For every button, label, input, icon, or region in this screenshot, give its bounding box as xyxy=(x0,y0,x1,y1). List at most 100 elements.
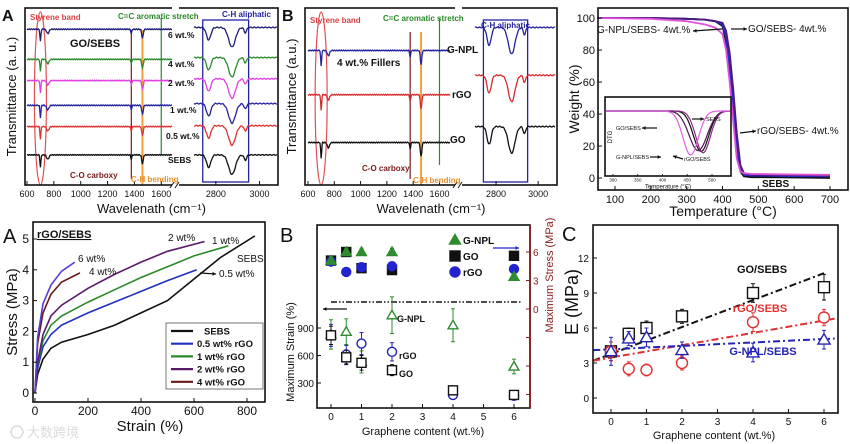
y-axis-label: Stress (MPa) xyxy=(4,268,21,356)
stress-curve-4wt xyxy=(34,272,81,394)
modulus-marker-gnpl xyxy=(603,343,619,357)
x-tick-label: 6 xyxy=(821,417,827,428)
axis-break-gap-top xyxy=(455,6,462,10)
y-tick-label: 1 xyxy=(22,355,29,369)
inset-gnpl-arrow-head xyxy=(657,155,661,159)
plot-frame xyxy=(24,7,279,186)
x-tick-label: 1 xyxy=(644,417,650,428)
curve-label-sebs: SEBS xyxy=(237,254,264,265)
panel-title: 4 wt.% Fillers xyxy=(337,58,401,69)
series-label-go: GO xyxy=(450,135,466,146)
x-tick-label: 1200 xyxy=(377,189,397,199)
strain-marker-gnpl xyxy=(446,318,460,330)
y-tick-label: 3 xyxy=(22,294,29,308)
x-tick-label: 4 xyxy=(450,412,456,423)
stress-curve-1wt xyxy=(34,245,229,394)
spectrum-2wt xyxy=(26,79,173,94)
spectrum-go xyxy=(474,125,556,155)
watermark-text: 大数跨境 xyxy=(27,425,79,440)
x-tick-label: 2800 xyxy=(486,189,506,199)
x-axis-label: Wavelenath (cm⁻¹) xyxy=(377,201,486,216)
x-tick-label: 300 xyxy=(677,194,695,206)
cc-aromatic-label: C=C aromatic stretch xyxy=(118,12,199,21)
series-label-2wt: 2 wt.% xyxy=(168,78,195,88)
modulus-marker-rgo xyxy=(640,363,653,377)
x-tick-label: 0 xyxy=(608,417,614,428)
y-tick-label: 5 xyxy=(22,232,29,246)
rgo-sebs-label: rGO/SEBS xyxy=(733,303,787,315)
series-label-rgo: rGO xyxy=(452,90,472,101)
left-axis-arrow-head xyxy=(323,307,327,311)
ch-bending-label: C-H bending xyxy=(413,176,461,185)
stress-marker-gnpl xyxy=(324,254,338,265)
x-axis-label: Temperature (°C) xyxy=(669,203,777,219)
x-tick-label: 600 xyxy=(19,189,34,199)
inset-rgo-arrow-head xyxy=(673,155,677,159)
ch-aliphatic-label: C-H aliphatic xyxy=(222,10,271,19)
stress-curve-sebs xyxy=(34,235,256,394)
panel-label: C xyxy=(562,224,576,246)
inset-x-tick-label: 300 xyxy=(609,178,617,183)
ftir-fillers-panel: G-NPL rGO GO 600 800 1000 1200 1400 1600 2800 3000… xyxy=(282,6,558,216)
go-sebs-label: GO/SEBS xyxy=(737,264,787,276)
y-tick-label: 100 xyxy=(577,13,595,25)
y-tick-label: 2 xyxy=(22,324,29,338)
axis-break-gap-top xyxy=(172,6,179,10)
inset-sebs-label: SEBS xyxy=(706,117,721,123)
co-carboxy-label: C-O carboxy xyxy=(362,164,410,173)
stress-strain-panel: 0 200 400 600 800 0 1 2 3 4 5 Strain (%) Stress (MPa… xyxy=(3,221,266,435)
max-strain-stress-panel: G-NPL GO rGO 0 1 2 3 4 5 6 300 600 900 6 3 0 Graphene co… xyxy=(280,218,556,438)
inset-y-axis-label: DTG xyxy=(608,130,614,143)
y-tick-label: 80 xyxy=(583,45,595,57)
gnpl-label: G-NPL/SEBS- 4wt.% xyxy=(597,25,690,36)
x-tick-label: 3 xyxy=(420,412,426,423)
strain-marker-go xyxy=(508,389,520,401)
right-y-axis-label: Maximum Stress (MPa) xyxy=(544,218,556,333)
series-label-1wt: 1 wt.% xyxy=(170,105,197,115)
stress-marker-gnpl xyxy=(355,245,368,257)
modulus-marker-rgo xyxy=(622,362,635,376)
x-tick-label: 2 xyxy=(679,417,685,428)
y-axis-label: E (MPa) xyxy=(562,269,582,335)
legend-label-4wt: 4 wt% rGO xyxy=(197,377,245,388)
spectrum-0.5wt xyxy=(26,125,173,140)
inset-background xyxy=(605,97,731,176)
ftir-go-sebs-panel: 6 wt.% 4 wt.% 2 wt.% 1 wt.% 0.5 wt.% SEBS 600 8… xyxy=(2,6,279,216)
styrene-band-ellipse xyxy=(314,11,328,186)
styrene-band-label: Styrene band xyxy=(310,16,361,25)
ch-aliphatic-box xyxy=(202,19,250,183)
modulus-marker-go xyxy=(817,280,831,294)
fit-line-rgo xyxy=(593,317,835,362)
spectrum-6wt xyxy=(193,26,278,48)
y-axis-label: Maximum Strain (%) xyxy=(285,302,297,402)
right-y-tick-label: 0 xyxy=(533,305,539,316)
strain-marker-go xyxy=(341,352,352,363)
y-tick-label: 300 xyxy=(297,379,314,390)
strain-marker-rgo xyxy=(356,338,367,349)
y-tick-label: 900 xyxy=(297,324,314,335)
x-tick-label: 3000 xyxy=(528,189,548,199)
axis-break-gap xyxy=(455,183,462,187)
rgo-label: rGO/SEBS- 4wt.% xyxy=(757,126,839,137)
stress-marker-rgo xyxy=(386,261,398,272)
y-tick-label: 6 xyxy=(583,324,589,335)
stress-marker-gnpl xyxy=(385,245,399,257)
right-y-tick-label: 6 xyxy=(533,248,539,259)
axis-break-gap xyxy=(172,183,179,187)
axis-break-mark xyxy=(174,181,180,189)
go-annotation: GO xyxy=(399,369,413,379)
x-tick-label: 5 xyxy=(786,417,792,428)
inset-go-arrow-head xyxy=(642,126,646,130)
plot-frame xyxy=(32,221,266,403)
x-tick-label: 400 xyxy=(713,194,731,206)
axis-break-mark xyxy=(169,181,175,189)
y-tick-label: 60 xyxy=(583,77,595,89)
modulus-marker-gnpl xyxy=(639,329,654,343)
watermark-icon xyxy=(10,425,24,439)
x-tick-label: 700 xyxy=(821,194,839,206)
y-tick-label: 9 xyxy=(583,289,589,300)
strain-marker-go xyxy=(447,385,459,396)
spectrum-rgo xyxy=(307,93,451,111)
y-axis-label: Transmittance (a.u.) xyxy=(284,39,299,155)
